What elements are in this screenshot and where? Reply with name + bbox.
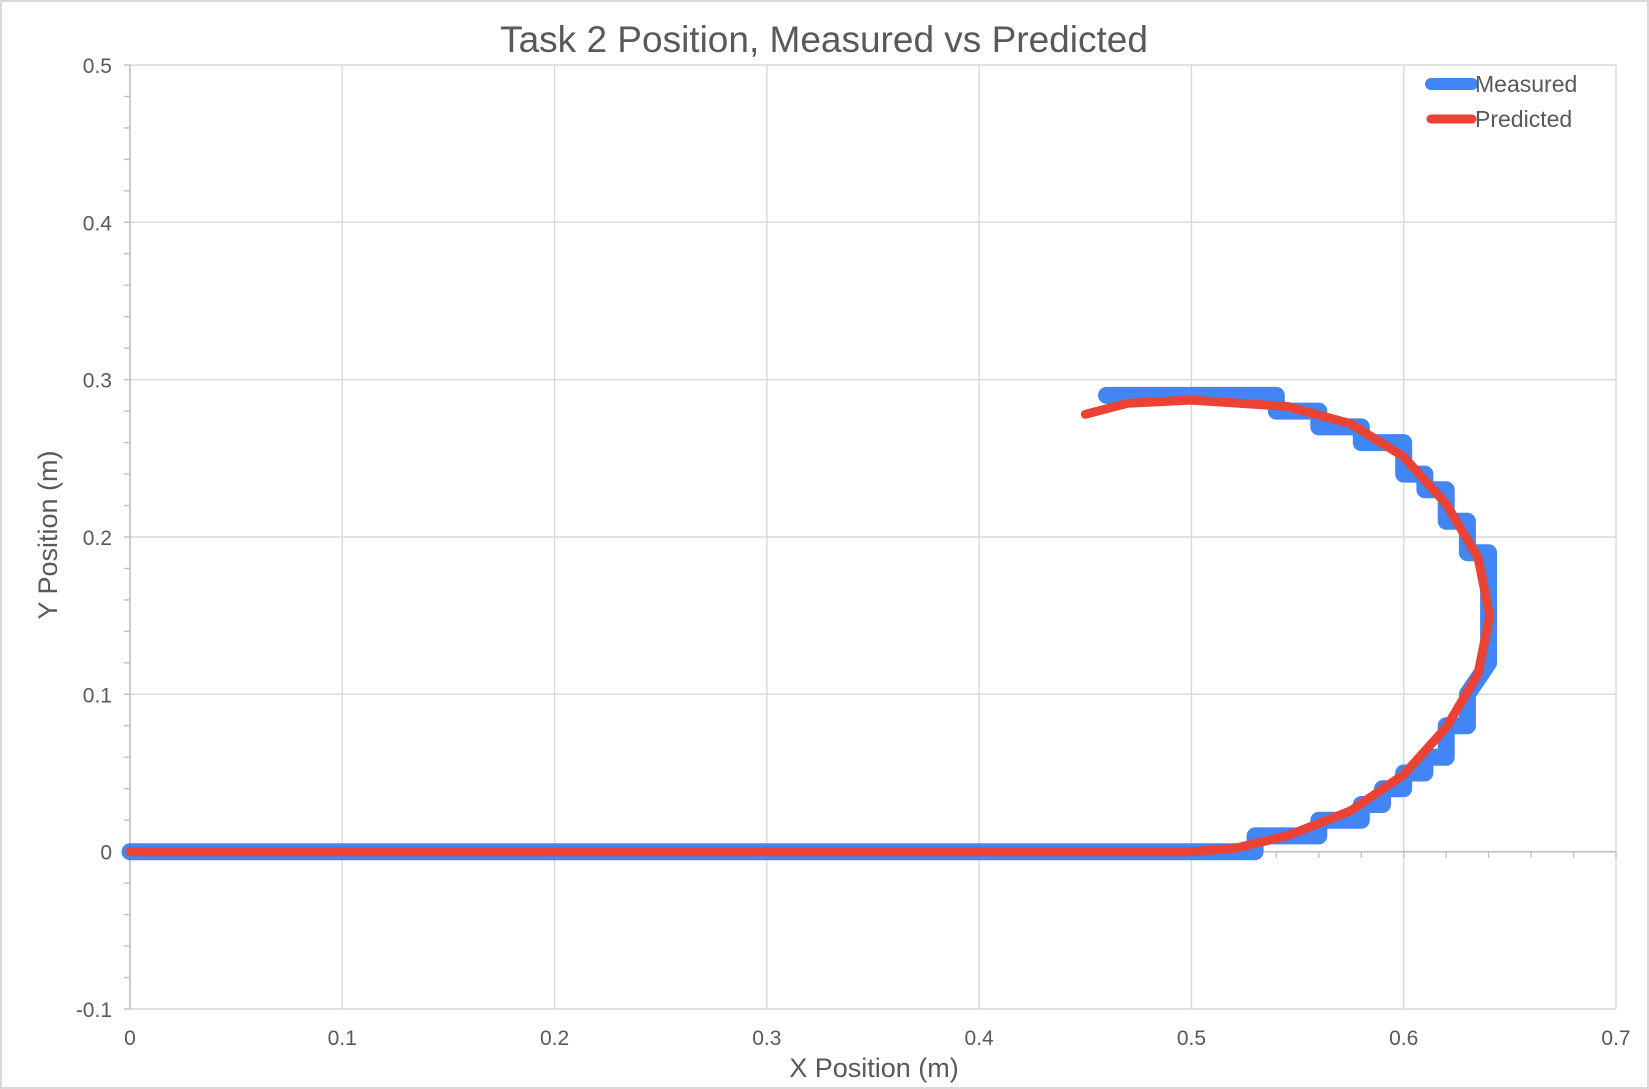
x-tick-label: 0.2 xyxy=(540,1027,569,1050)
axis-layer: 0 0.1 0.2 0.3 0.4 0.5 0.6 0.7 -0.1 0 0.1 0.2 0.3 0.4 0… xyxy=(76,55,1631,1050)
x-tick-label: 0.7 xyxy=(1601,1027,1630,1050)
y-tick-label: 0.2 xyxy=(83,527,112,550)
legend-label-measured: Measured xyxy=(1475,71,1577,97)
x-tick-label: 0.6 xyxy=(1389,1027,1418,1050)
x-tick-label: 0 xyxy=(124,1027,136,1050)
legend-item-measured: Measured xyxy=(1425,71,1577,97)
y-tick-label: 0.4 xyxy=(83,212,113,235)
legend-item-predicted: Predicted xyxy=(1426,106,1572,132)
y-tick-label: 0.5 xyxy=(83,55,112,78)
y-tick-label: 0 xyxy=(100,842,112,865)
y-tick-label: 0.3 xyxy=(83,370,112,393)
x-tick-label: 0.5 xyxy=(1177,1027,1206,1050)
grid-layer xyxy=(130,64,1617,1010)
series-line-predicted xyxy=(125,395,1495,857)
y-tick-label: 0.1 xyxy=(83,684,112,707)
x-tick-label: 0.1 xyxy=(328,1027,357,1050)
legend-label-predicted: Predicted xyxy=(1475,106,1572,132)
legend: Measured Predicted xyxy=(1425,71,1577,132)
y-axis-title: Y Position (m) xyxy=(33,450,63,619)
x-tick-label: 0.3 xyxy=(752,1027,781,1050)
chart-title: Task 2 Position, Measured vs Predicted xyxy=(500,19,1148,60)
series-layer xyxy=(121,386,1498,861)
x-axis-title: X Position (m) xyxy=(789,1053,959,1083)
y-tick-label: -0.1 xyxy=(76,999,112,1022)
x-tick-label: 0.4 xyxy=(965,1027,995,1050)
